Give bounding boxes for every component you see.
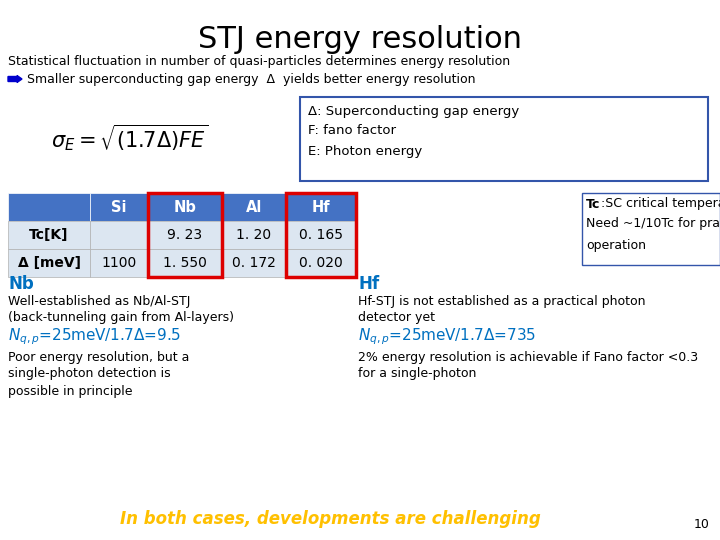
Text: Tc: Tc <box>586 198 600 211</box>
Text: 1. 550: 1. 550 <box>163 256 207 270</box>
Text: Statistical fluctuation in number of quasi-particles determines energy resolutio: Statistical fluctuation in number of qua… <box>8 56 510 69</box>
Bar <box>222 221 286 249</box>
Text: 0. 020: 0. 020 <box>299 256 343 270</box>
Text: 1100: 1100 <box>102 256 137 270</box>
Text: 0. 172: 0. 172 <box>232 256 276 270</box>
Bar <box>148 221 222 249</box>
Bar <box>8 221 90 249</box>
Bar <box>582 193 720 265</box>
Text: 0. 165: 0. 165 <box>299 228 343 242</box>
Text: 9. 23: 9. 23 <box>168 228 202 242</box>
Text: $\sigma_E = \sqrt{(1.7\Delta)FE}$: $\sigma_E = \sqrt{(1.7\Delta)FE}$ <box>51 123 209 153</box>
Text: Tc[K]: Tc[K] <box>30 228 68 242</box>
Text: Al: Al <box>246 199 262 214</box>
Bar <box>8 193 90 221</box>
Bar <box>222 193 286 221</box>
Bar <box>286 221 356 249</box>
Text: 1. 20: 1. 20 <box>236 228 271 242</box>
Text: STJ energy resolution: STJ energy resolution <box>198 25 522 55</box>
Text: Nb: Nb <box>174 199 197 214</box>
Text: Δ: Superconducting gap energy: Δ: Superconducting gap energy <box>308 105 519 118</box>
Text: Hf: Hf <box>312 199 330 214</box>
Text: possible in principle: possible in principle <box>8 384 132 397</box>
Text: F: fano factor: F: fano factor <box>308 125 396 138</box>
Bar <box>286 193 356 221</box>
Text: Si: Si <box>112 199 127 214</box>
Bar <box>286 249 356 277</box>
Bar <box>286 193 356 277</box>
Text: Hf: Hf <box>358 275 379 293</box>
FancyArrow shape <box>8 76 22 83</box>
Text: Poor energy resolution, but a: Poor energy resolution, but a <box>8 350 189 363</box>
Bar <box>90 193 148 221</box>
Bar <box>148 249 222 277</box>
Text: operation: operation <box>586 239 646 252</box>
Bar <box>148 193 222 221</box>
Text: Nb: Nb <box>8 275 34 293</box>
Text: E: Photon energy: E: Photon energy <box>308 145 422 158</box>
Text: $N_{q,p}$=25meV/1.7$\Delta$=9.5: $N_{q,p}$=25meV/1.7$\Delta$=9.5 <box>8 327 181 347</box>
Bar <box>8 249 90 277</box>
Text: Smaller superconducting gap energy  Δ  yields better energy resolution: Smaller superconducting gap energy Δ yie… <box>27 72 475 85</box>
Bar <box>148 193 222 277</box>
Bar <box>300 97 708 181</box>
Text: 2% energy resolution is achievable if Fano factor <0.3: 2% energy resolution is achievable if Fa… <box>358 350 698 363</box>
Text: (back-tunneling gain from Al-layers): (back-tunneling gain from Al-layers) <box>8 312 234 325</box>
Text: detector yet: detector yet <box>358 312 435 325</box>
Text: :SC critical temperature: :SC critical temperature <box>601 198 720 211</box>
Text: Well-established as Nb/Al-STJ: Well-established as Nb/Al-STJ <box>8 294 190 307</box>
Text: single-photon detection is: single-photon detection is <box>8 368 171 381</box>
Text: Δ [meV]: Δ [meV] <box>17 256 81 270</box>
Text: In both cases, developments are challenging: In both cases, developments are challeng… <box>120 510 541 528</box>
Bar <box>90 221 148 249</box>
Bar <box>90 249 148 277</box>
Text: Hf-STJ is not established as a practical photon: Hf-STJ is not established as a practical… <box>358 294 646 307</box>
Text: $N_{q,p}$=25meV/1.7$\Delta$=735: $N_{q,p}$=25meV/1.7$\Delta$=735 <box>358 327 536 347</box>
Text: for a single-photon: for a single-photon <box>358 368 477 381</box>
Bar <box>222 249 286 277</box>
Text: 10: 10 <box>694 517 710 530</box>
Text: Need ~1/10Tc for practical: Need ~1/10Tc for practical <box>586 217 720 230</box>
